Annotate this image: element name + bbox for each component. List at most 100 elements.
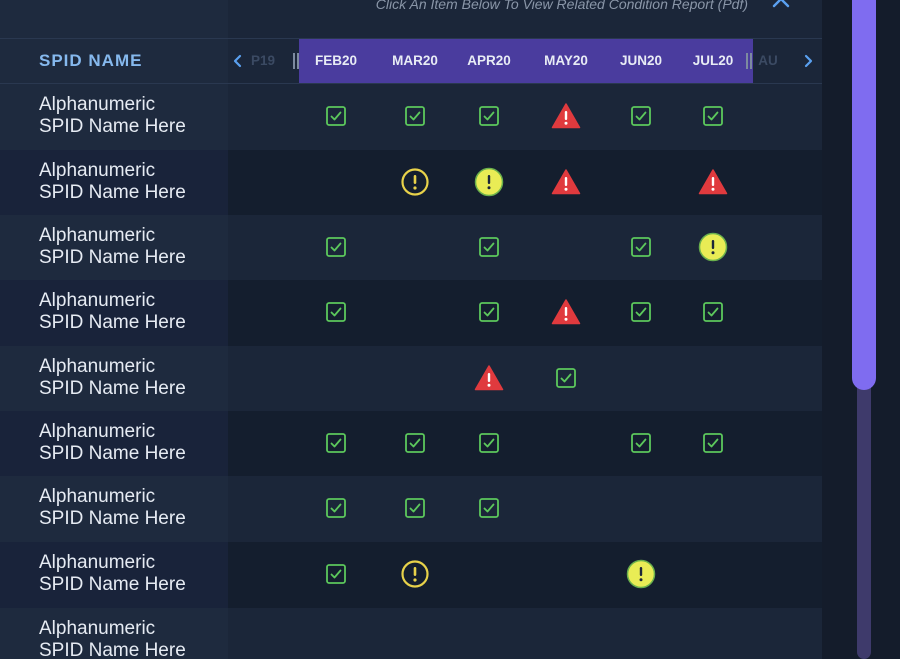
spid-name-line1: Alphanumeric (39, 486, 156, 507)
table-row: Alphanumeric SPID Name Here (0, 84, 822, 150)
table-row: Alphanumeric SPID Name Here (0, 346, 822, 412)
row-name-cell (0, 411, 228, 477)
prev-month-button[interactable] (228, 39, 248, 83)
month-header-1: MAR20 (392, 53, 438, 68)
status-check-box-icon[interactable] (626, 101, 656, 131)
spid-name-line2: SPID Name Here (39, 573, 186, 595)
row-name-cell (0, 215, 228, 281)
spid-name-line2: SPID Name Here (39, 639, 186, 659)
status-check-box-icon[interactable] (698, 101, 728, 131)
status-check-box-icon[interactable] (698, 297, 728, 327)
status-check-box-icon[interactable] (474, 101, 504, 131)
status-warning-triangle-icon[interactable] (551, 167, 581, 197)
spid-name-line2: SPID Name Here (39, 246, 186, 268)
status-check-box-icon[interactable] (321, 493, 351, 523)
spid-name[interactable]: Alphanumeric SPID Name Here (39, 225, 186, 268)
status-check-box-icon[interactable] (321, 297, 351, 327)
month-header-2: APR20 (467, 53, 511, 68)
status-check-box-icon[interactable] (474, 493, 504, 523)
table-row: Alphanumeric SPID Name Here (0, 542, 822, 608)
status-check-box-icon[interactable] (474, 297, 504, 327)
status-warning-triangle-icon[interactable] (474, 363, 504, 393)
table-row: Alphanumeric SPID Name Here (0, 215, 822, 281)
collapse-button[interactable] (768, 0, 794, 16)
status-check-box-icon[interactable] (321, 428, 351, 458)
status-check-box-icon[interactable] (626, 297, 656, 327)
status-warning-triangle-icon[interactable] (551, 297, 581, 327)
row-name-cell (0, 150, 228, 216)
status-check-box-icon[interactable] (626, 232, 656, 262)
status-check-box-icon[interactable] (400, 493, 430, 523)
row-name-cell (0, 280, 228, 346)
row-name-cell (0, 346, 228, 412)
month-header-5: JUL20 (692, 53, 734, 68)
scroll-grip-right[interactable] (746, 53, 752, 69)
status-check-box-icon[interactable] (321, 101, 351, 131)
scroll-grip-left[interactable] (293, 53, 299, 69)
spid-name-line2: SPID Name Here (39, 181, 186, 203)
row-name-cell (0, 84, 228, 150)
status-exclamation-circle-filled-icon[interactable] (474, 167, 504, 197)
spid-name-line2: SPID Name Here (39, 115, 186, 137)
spid-name[interactable]: Alphanumeric SPID Name Here (39, 290, 186, 333)
spid-name-line2: SPID Name Here (39, 507, 186, 529)
spid-name-line1: Alphanumeric (39, 356, 156, 377)
spid-name[interactable]: Alphanumeric SPID Name Here (39, 356, 186, 399)
visible-months-band (299, 39, 753, 83)
table-row: Alphanumeric SPID Name Here (0, 608, 822, 659)
spid-name-line2: SPID Name Here (39, 311, 186, 333)
chevron-left-icon (233, 54, 242, 68)
status-check-box-icon[interactable] (551, 363, 581, 393)
spid-name[interactable]: Alphanumeric SPID Name Here (39, 421, 186, 464)
spid-name-line2: SPID Name Here (39, 377, 186, 399)
status-check-box-icon[interactable] (321, 232, 351, 262)
chevron-right-icon (804, 54, 813, 68)
spid-name-column-header[interactable]: SPID NAME (39, 51, 143, 70)
month-header-4: JUN20 (619, 53, 663, 68)
month-header-partial-prev: P19 (250, 53, 276, 68)
month-header-0: FEB20 (314, 53, 358, 68)
status-exclamation-circle-filled-icon[interactable] (626, 559, 656, 589)
month-header-partial-next: AU (758, 53, 778, 68)
status-check-box-icon[interactable] (400, 428, 430, 458)
spid-name-line1: Alphanumeric (39, 421, 156, 442)
row-name-cell (0, 476, 228, 542)
month-header-3: MAY20 (544, 53, 588, 68)
spid-name-line2: SPID Name Here (39, 442, 186, 464)
status-warning-triangle-icon[interactable] (551, 101, 581, 131)
row-name-cell (0, 542, 228, 608)
condition-report-panel: Alphanumeric SPID Name Here Alphanumeric SP… (0, 0, 822, 659)
spid-name[interactable]: Alphanumeric SPID Name Here (39, 618, 186, 659)
spid-name-line1: Alphanumeric (39, 618, 156, 639)
status-exclamation-circle-filled-icon[interactable] (698, 232, 728, 262)
spid-name-line1: Alphanumeric (39, 552, 156, 573)
status-check-box-icon[interactable] (474, 232, 504, 262)
spid-name[interactable]: Alphanumeric SPID Name Here (39, 160, 186, 203)
spid-name[interactable]: Alphanumeric SPID Name Here (39, 94, 186, 137)
table-row: Alphanumeric SPID Name Here (0, 411, 822, 477)
status-check-box-icon[interactable] (626, 428, 656, 458)
table-header-row: SPID NAME P19 FEB20 MAR20 APR20 MAY20 JUN20 J… (0, 38, 822, 84)
status-check-box-icon[interactable] (474, 428, 504, 458)
table-row: Alphanumeric SPID Name Here (0, 476, 822, 542)
spid-name[interactable]: Alphanumeric SPID Name Here (39, 552, 186, 595)
table-row: Alphanumeric SPID Name Here (0, 150, 822, 216)
report-hint-text: Click An Item Below To View Related Cond… (375, 0, 748, 12)
status-exclamation-circle-outline-icon[interactable] (400, 559, 430, 589)
spid-name-line1: Alphanumeric (39, 225, 156, 246)
spid-name-line1: Alphanumeric (39, 94, 156, 115)
status-exclamation-circle-outline-icon[interactable] (400, 167, 430, 197)
next-month-button[interactable] (798, 39, 818, 83)
status-warning-triangle-icon[interactable] (698, 167, 728, 197)
spid-name-line1: Alphanumeric (39, 290, 156, 311)
chevron-up-icon (772, 0, 790, 8)
row-name-cell (0, 608, 228, 659)
top-strip: Click An Item Below To View Related Cond… (0, 0, 822, 38)
status-check-box-icon[interactable] (400, 101, 430, 131)
vertical-scrollbar-thumb[interactable] (852, 0, 876, 390)
status-check-box-icon[interactable] (321, 559, 351, 589)
table-row: Alphanumeric SPID Name Here (0, 280, 822, 346)
status-check-box-icon[interactable] (698, 428, 728, 458)
spid-name-line1: Alphanumeric (39, 160, 156, 181)
spid-name[interactable]: Alphanumeric SPID Name Here (39, 486, 186, 529)
